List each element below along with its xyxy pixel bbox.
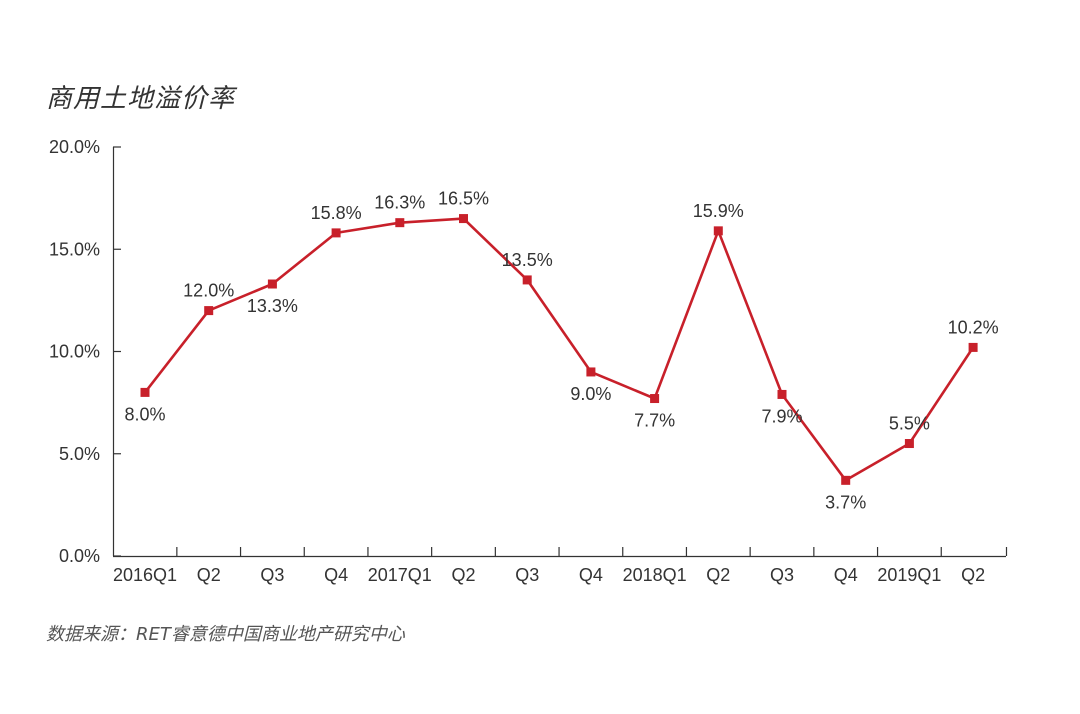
data-label: 9.0% [570, 384, 611, 404]
x-tick-label: Q3 [515, 565, 539, 585]
data-point-marker [331, 228, 341, 238]
data-point-marker [459, 214, 468, 224]
data-label: 15.8% [311, 203, 362, 223]
data-point-marker [204, 306, 214, 316]
data-point-marker [904, 439, 914, 449]
y-tick-label: 15.0% [49, 239, 100, 259]
data-label: 10.2% [948, 317, 999, 337]
chart-axes [112, 147, 1008, 558]
x-tick-label: Q4 [579, 565, 603, 585]
x-tick-label: Q3 [770, 565, 794, 585]
y-tick-label: 0.0% [59, 546, 100, 566]
data-point-marker [713, 226, 723, 236]
data-point-marker [777, 389, 787, 399]
data-label: 16.5% [438, 189, 489, 209]
data-label: 7.7% [634, 411, 675, 431]
x-tick-label: Q3 [260, 565, 284, 585]
y-axis-ticks: 0.0% 5.0% 10.0% 15.0% 20.0% [49, 137, 121, 566]
data-point-marker [841, 475, 851, 485]
x-tick-label: 2016Q1 [113, 565, 177, 585]
data-point-marker [586, 367, 596, 377]
series-group [140, 214, 978, 485]
data-label: 8.0% [124, 404, 165, 424]
y-tick-label: 20.0% [49, 137, 100, 157]
data-label: 5.5% [889, 414, 930, 434]
data-point-marker [395, 218, 405, 228]
data-point-marker [140, 387, 150, 397]
y-tick-label: 10.0% [49, 342, 100, 362]
data-label: 13.3% [247, 296, 298, 316]
x-tick-label: Q2 [706, 565, 730, 585]
data-label: 16.3% [374, 193, 425, 213]
data-point-marker [650, 394, 660, 404]
data-label: 13.5% [502, 250, 553, 270]
chart-title: 商用土地溢价率 [46, 84, 236, 114]
x-tick-label: Q2 [961, 565, 985, 585]
data-point-marker [968, 342, 978, 352]
data-label: 7.9% [761, 406, 802, 426]
x-tick-label: 2019Q1 [877, 565, 941, 585]
data-label: 15.9% [693, 201, 744, 221]
y-tick-label: 5.0% [59, 444, 100, 464]
x-tick-label: Q2 [197, 565, 221, 585]
x-axis-ticks: 2016Q1 Q2 Q3 Q4 2017Q1 Q2 Q3 Q4 2018Q1 Q2 Q3 Q4 2019… [113, 547, 985, 585]
x-tick-label: 2018Q1 [623, 565, 687, 585]
x-tick-label: Q4 [834, 565, 858, 585]
x-tick-label: 2017Q1 [368, 565, 432, 585]
data-label: 12.0% [183, 281, 234, 301]
data-point-marker [267, 279, 277, 289]
data-labels: 8.0% 12.0% 13.3% 15.8% 16.3% 16.5% 13.5% 9.0% 7.… [124, 189, 998, 513]
data-label: 3.7% [825, 492, 866, 512]
data-point-marker [522, 275, 532, 285]
source-note: 数据来源：RET睿意德中国商业地产研究中心 [46, 624, 405, 645]
series-line [143, 217, 975, 482]
x-tick-label: Q4 [324, 565, 348, 585]
x-tick-label: Q2 [451, 565, 475, 585]
